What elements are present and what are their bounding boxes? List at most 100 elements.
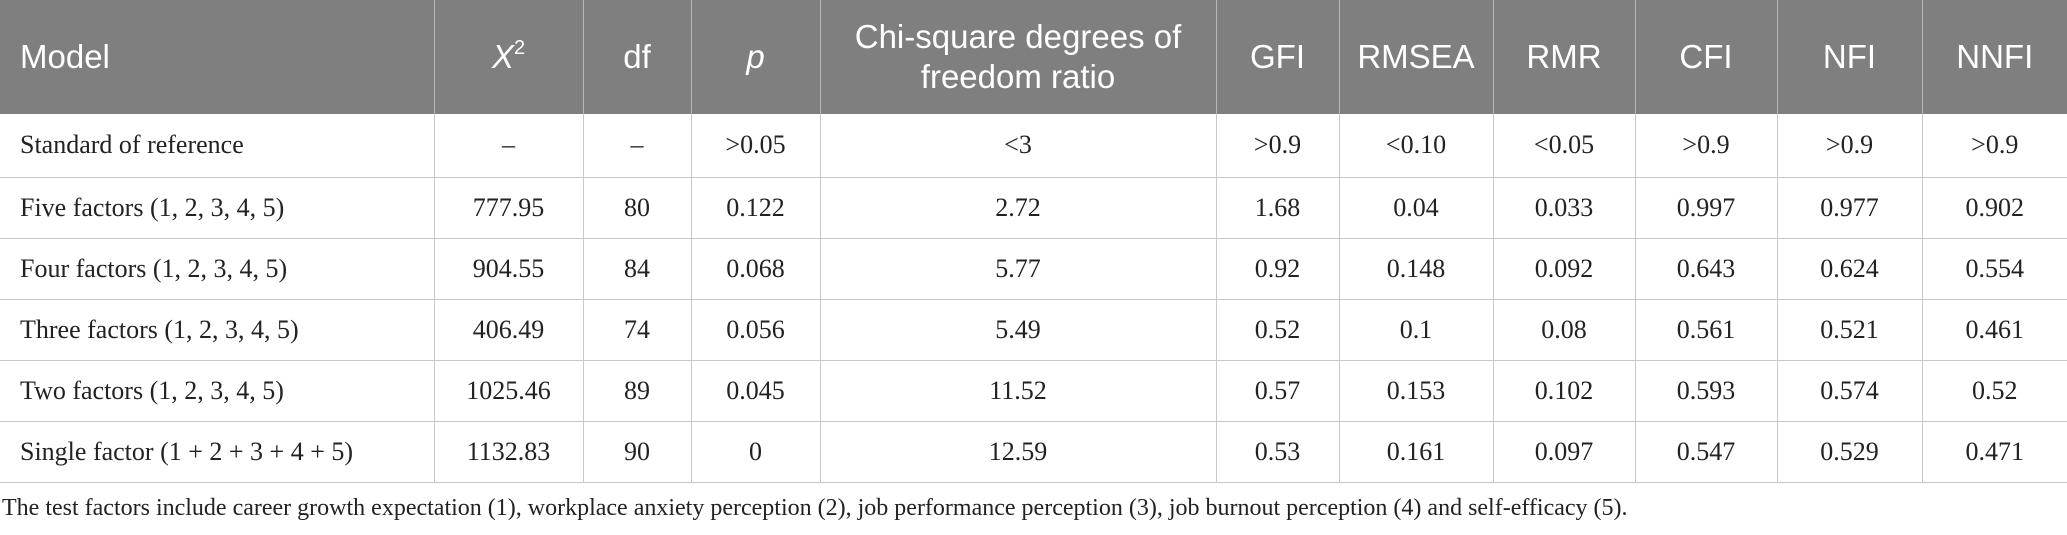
- table-cell: 777.95: [433, 177, 583, 239]
- header-rmsea-label: RMSEA: [1357, 38, 1475, 75]
- header-chi-superscript: 2: [513, 37, 526, 59]
- table-cell: 1.68: [1215, 177, 1339, 239]
- table-cell: 0.92: [1215, 238, 1339, 300]
- table-cell: 0.097: [1492, 421, 1635, 483]
- table-cell: Two factors (1, 2, 3, 4, 5): [0, 360, 434, 422]
- header-nnfi-label: NNFI: [1956, 38, 2034, 75]
- table-cell: 406.49: [433, 299, 583, 361]
- table-cell: 0.902: [1921, 177, 2067, 239]
- table-cell: 0.593: [1634, 360, 1777, 422]
- table-cell: Three factors (1, 2, 3, 4, 5): [0, 299, 434, 361]
- table-cell: 74: [582, 299, 691, 361]
- table-cell: 0.461: [1921, 299, 2067, 361]
- table-cell: >0.9: [1921, 114, 2067, 178]
- table-cell: 80: [582, 177, 691, 239]
- table-cell: 2.72: [819, 177, 1216, 239]
- table-cell: 0.554: [1921, 238, 2067, 300]
- table-cell: Five factors (1, 2, 3, 4, 5): [0, 177, 434, 239]
- table-cell: 0.033: [1492, 177, 1635, 239]
- header-nnfi: NNFI: [1921, 0, 2067, 114]
- table-cell: 5.77: [819, 238, 1216, 300]
- header-nfi-label: NFI: [1822, 38, 1877, 75]
- header-cfi-label: CFI: [1679, 38, 1733, 75]
- table-cell: 0.148: [1338, 238, 1493, 300]
- header-ratio: Chi-square degrees of freedom ratio: [819, 0, 1216, 114]
- table-cell: 0.471: [1921, 421, 2067, 483]
- table-cell: 89: [582, 360, 691, 422]
- model-fit-table: Model X2 df p Chi-square degrees of free…: [0, 0, 2067, 483]
- table-cell: 0.574: [1776, 360, 1922, 422]
- header-ratio-label: Chi-square degrees of freedom ratio: [854, 18, 1182, 95]
- table-row: Three factors (1, 2, 3, 4, 5) 406.49 74 …: [0, 299, 2067, 361]
- table-cell: >0.05: [690, 114, 820, 178]
- table-header: Model X2 df p Chi-square degrees of free…: [0, 0, 2067, 114]
- table-cell: Single factor (1 + 2 + 3 + 4 + 5): [0, 421, 434, 483]
- header-rmr: RMR: [1492, 0, 1635, 114]
- table-cell: 0.529: [1776, 421, 1922, 483]
- table-cell: 0.52: [1215, 299, 1339, 361]
- table-cell: 0.57: [1215, 360, 1339, 422]
- table-cell: Standard of reference: [0, 114, 434, 178]
- table-cell: 0.092: [1492, 238, 1635, 300]
- table-cell: Four factors (1, 2, 3, 4, 5): [0, 238, 434, 300]
- header-nfi: NFI: [1776, 0, 1922, 114]
- table-row: Four factors (1, 2, 3, 4, 5) 904.55 84 0…: [0, 238, 2067, 300]
- table-cell: 0.997: [1634, 177, 1777, 239]
- header-df: df: [582, 0, 691, 114]
- table-cell: 0.521: [1776, 299, 1922, 361]
- table-cell: 0.122: [690, 177, 820, 239]
- table-cell: 0.547: [1634, 421, 1777, 483]
- table-row: Two factors (1, 2, 3, 4, 5) 1025.46 89 0…: [0, 360, 2067, 422]
- table-cell: 1025.46: [433, 360, 583, 422]
- header-row: Model X2 df p Chi-square degrees of free…: [0, 0, 2067, 114]
- header-p-label: p: [746, 38, 765, 75]
- table-row: Standard of reference – – >0.05 <3 >0.9 …: [0, 114, 2067, 178]
- table-cell: >0.9: [1215, 114, 1339, 178]
- table-cell: 0.153: [1338, 360, 1493, 422]
- header-chi-symbol: X: [491, 38, 514, 75]
- table-cell: >0.9: [1776, 114, 1922, 178]
- table-cell: 90: [582, 421, 691, 483]
- table-cell: 0.056: [690, 299, 820, 361]
- table-cell: <0.10: [1338, 114, 1493, 178]
- table-body: Standard of reference – – >0.05 <3 >0.9 …: [0, 114, 2067, 483]
- header-df-label: df: [623, 38, 651, 75]
- table-cell: 904.55: [433, 238, 583, 300]
- table-cell: 84: [582, 238, 691, 300]
- table-cell: –: [433, 114, 583, 178]
- table-cell: 0.52: [1921, 360, 2067, 422]
- header-gfi-label: GFI: [1250, 38, 1305, 75]
- table-cell: 0.1: [1338, 299, 1493, 361]
- table-cell: 0.624: [1776, 238, 1922, 300]
- header-cfi: CFI: [1634, 0, 1777, 114]
- table-cell: 0.161: [1338, 421, 1493, 483]
- table-footnote: The test factors include career growth e…: [2, 494, 1628, 521]
- table-cell: 0.068: [690, 238, 820, 300]
- table-cell: 0.643: [1634, 238, 1777, 300]
- header-chi-square: X2: [433, 0, 583, 114]
- table-cell: 0.045: [690, 360, 820, 422]
- table-row: Five factors (1, 2, 3, 4, 5) 777.95 80 0…: [0, 177, 2067, 239]
- header-p: p: [690, 0, 820, 114]
- table-cell: 12.59: [819, 421, 1216, 483]
- table-cell: <3: [819, 114, 1216, 178]
- table-cell: –: [582, 114, 691, 178]
- table-cell: 0.102: [1492, 360, 1635, 422]
- table-figure: Model X2 df p Chi-square degrees of free…: [0, 0, 2067, 521]
- table-cell: 0: [690, 421, 820, 483]
- header-rmsea: RMSEA: [1338, 0, 1493, 114]
- header-rmr-label: RMR: [1526, 38, 1602, 75]
- header-model-label: Model: [20, 38, 110, 75]
- table-cell: 1132.83: [433, 421, 583, 483]
- table-cell: 0.04: [1338, 177, 1493, 239]
- table-cell: 0.561: [1634, 299, 1777, 361]
- table-cell: 11.52: [819, 360, 1216, 422]
- table-cell: <0.05: [1492, 114, 1635, 178]
- table-cell: >0.9: [1634, 114, 1777, 178]
- table-cell: 5.49: [819, 299, 1216, 361]
- table-cell: 0.53: [1215, 421, 1339, 483]
- table-cell: 0.08: [1492, 299, 1635, 361]
- header-model: Model: [0, 0, 434, 114]
- table-cell: 0.977: [1776, 177, 1922, 239]
- header-gfi: GFI: [1215, 0, 1339, 114]
